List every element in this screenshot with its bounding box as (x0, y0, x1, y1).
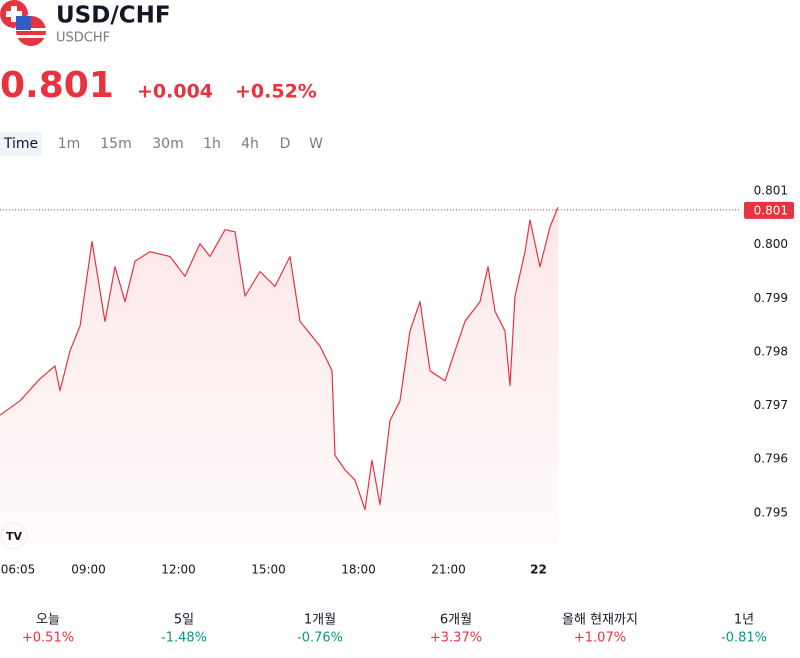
active-tab-bg (0, 132, 42, 156)
timeframe-tab[interactable]: 15m (100, 136, 131, 152)
flag-icon (0, 0, 47, 47)
timeframe-tab[interactable]: Time (3, 136, 38, 152)
change: +0.004 (137, 81, 213, 103)
area-fill (0, 207, 558, 545)
period-change: +3.37% (430, 631, 482, 646)
y-tick-label: 0.797 (754, 398, 788, 412)
last-price-label: 0.801 (754, 203, 788, 217)
x-tick-label: 21:00 (431, 563, 466, 577)
period-label: 올해 현재까지 (562, 613, 638, 628)
x-tick-label: 12:00 (161, 563, 196, 577)
timeframe-tab[interactable]: W (309, 136, 323, 152)
period-change: -0.81% (721, 631, 767, 646)
price: 0.801 (0, 65, 114, 106)
y-tick-label: 0.795 (754, 505, 788, 519)
y-tick-label: 0.799 (754, 291, 788, 305)
timeframe-tab[interactable]: D (280, 136, 291, 152)
price-line (0, 206, 559, 511)
x-tick-label: 06:05 (1, 563, 36, 577)
x-tick-label: 22 (530, 563, 547, 577)
x-tick-label: 18:00 (341, 563, 376, 577)
x-tick-label: 09:00 (71, 563, 106, 577)
period-change: +0.51% (22, 631, 74, 646)
y-tick-label: 0.798 (754, 344, 788, 358)
change-pct: +0.52% (235, 81, 317, 103)
period-label: 6개월 (440, 613, 472, 628)
period-change: -0.76% (297, 631, 343, 646)
last-price-box (744, 201, 794, 219)
period-label: 1년 (734, 613, 754, 628)
timeframe-tab[interactable]: 4h (241, 136, 259, 152)
title: USD/CHF (56, 3, 171, 29)
x-tick-label: 15:00 (251, 563, 286, 577)
period-label: 오늘 (36, 613, 60, 628)
y-tick-label: 0.800 (754, 237, 788, 251)
period-change: +1.07% (574, 631, 626, 646)
timeframe-tab[interactable]: 30m (152, 136, 183, 152)
period-label: 5일 (174, 613, 194, 628)
timeframe-tab[interactable]: 1h (203, 136, 221, 152)
y-tick-label: 0.801 (754, 184, 788, 198)
symbol: USDCHF (56, 31, 110, 46)
timeframe-tab[interactable]: 1m (58, 136, 81, 152)
period-change: -1.48% (161, 631, 207, 646)
y-tick-label: 0.796 (754, 452, 788, 466)
period-label: 1개월 (304, 613, 336, 628)
